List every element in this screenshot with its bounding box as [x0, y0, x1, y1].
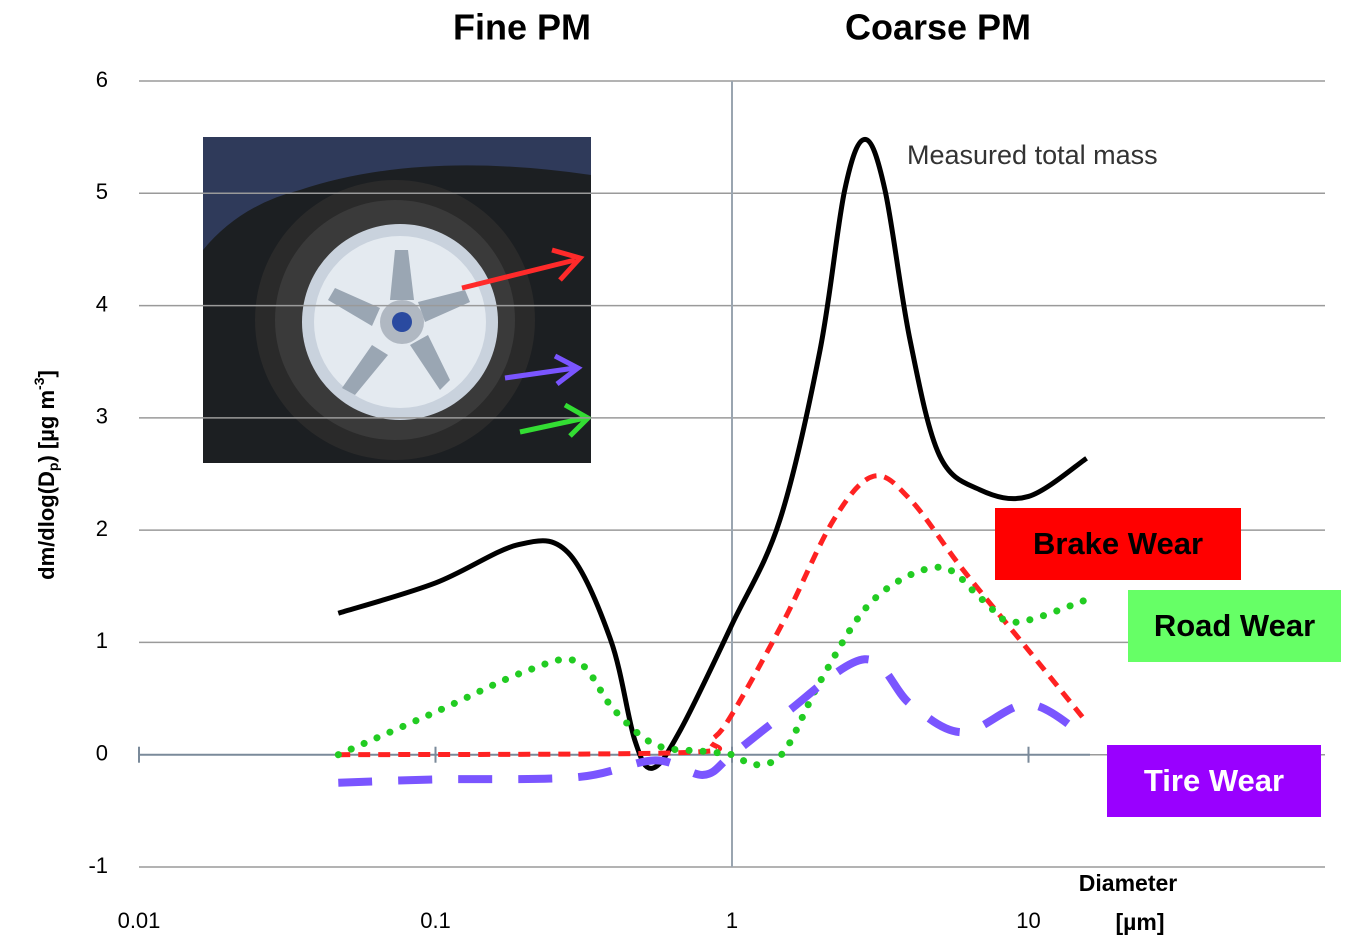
series-line [338, 473, 1089, 758]
legend-label: Brake Wear [1033, 526, 1203, 561]
x-tick-label: 0.01 [118, 908, 161, 933]
y-tick-label: 1 [96, 628, 108, 653]
series-line [337, 136, 1089, 771]
y-tick-label: 6 [96, 67, 108, 92]
x-tick-label: 0.1 [420, 908, 451, 933]
legend-box [1128, 590, 1341, 662]
y-tick-label: 2 [96, 516, 108, 541]
y-tick-label: 4 [96, 291, 108, 316]
x-axis-label: Diameter [1079, 870, 1177, 896]
legend-box [1107, 745, 1321, 817]
tire-photo [203, 137, 593, 463]
y-tick-label: -1 [88, 853, 108, 878]
y-label-part: p [45, 463, 61, 472]
x-axis-label: [µm] [1115, 909, 1164, 935]
legend-label: Road Wear [1154, 608, 1315, 643]
y-tick-label: 5 [96, 179, 108, 204]
y-tick-label: 3 [96, 404, 108, 429]
x-tick-label: 10 [1016, 908, 1040, 933]
y-label-part: -3 [31, 377, 47, 390]
y-label-part: dm/dlog(D [34, 471, 59, 580]
annotation: Measured total mass [907, 140, 1158, 170]
legend-label: Tire Wear [1144, 763, 1284, 798]
y-axis-label: dm/dlog(Dp) [µg m-3] [31, 370, 61, 580]
series-line [334, 563, 1091, 769]
annotation: Coarse PM [845, 7, 1031, 48]
annotation: Fine PM [453, 7, 591, 48]
x-tick-label: 1 [726, 908, 738, 933]
y-label-part: ) [µg m [34, 390, 59, 463]
y-tick-label: 0 [96, 741, 108, 766]
legend-box [995, 508, 1241, 580]
y-label-part: ] [34, 370, 59, 377]
series-line [338, 655, 1089, 787]
